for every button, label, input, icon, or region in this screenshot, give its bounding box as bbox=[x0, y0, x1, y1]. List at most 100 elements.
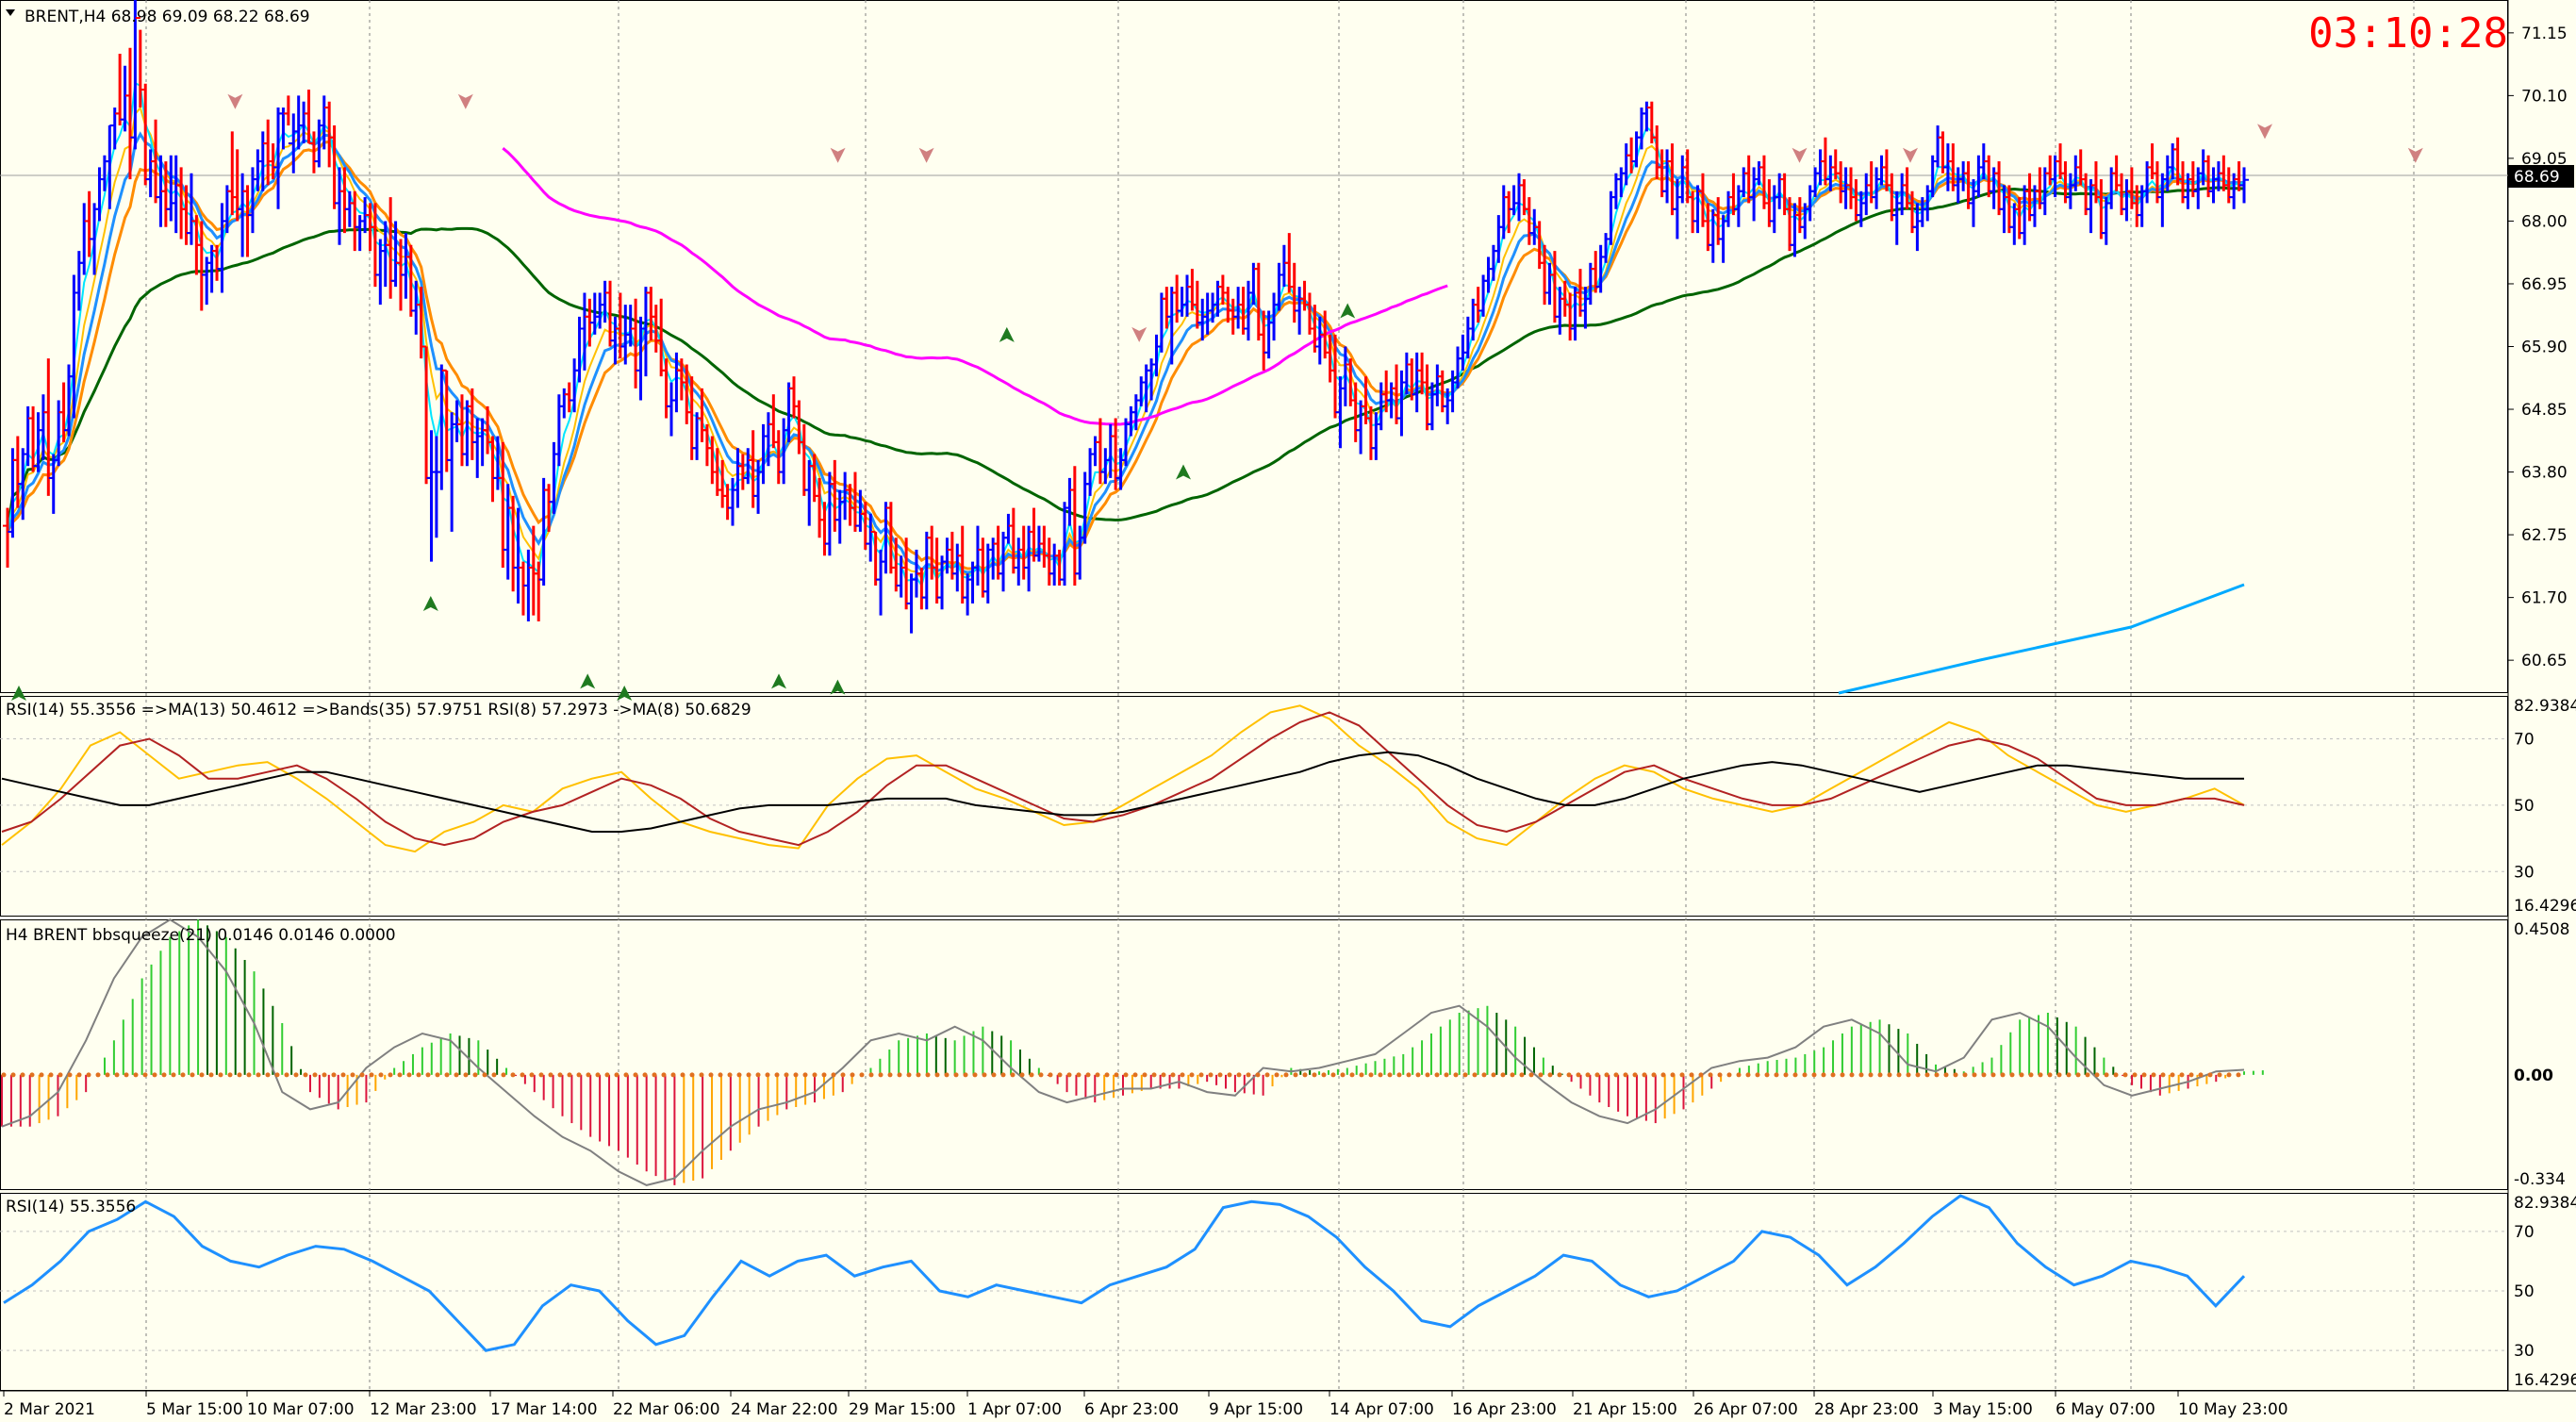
rsi-label: RSI(14) 55.3556 bbox=[6, 1198, 136, 1216]
squeeze-dot bbox=[1010, 1072, 1016, 1078]
squeeze-dot bbox=[765, 1072, 770, 1078]
time-tick-label: 3 May 15:00 bbox=[1933, 1400, 2033, 1419]
squeeze-dot bbox=[2104, 1072, 2109, 1078]
squeeze-dot bbox=[397, 1072, 403, 1078]
squeeze-dot bbox=[529, 1072, 535, 1078]
squeeze-dot bbox=[1283, 1072, 1289, 1078]
squeeze-dot bbox=[1302, 1072, 1308, 1078]
squeeze-dot bbox=[1858, 1072, 1864, 1078]
squeeze-dot bbox=[2066, 1072, 2072, 1078]
time-axis: 2 Mar 2021 5 Mar 15:00 10 Mar 07:00 12 Mar … bbox=[3, 1391, 2288, 1419]
squeeze-dot bbox=[1312, 1072, 1317, 1078]
squeeze-dot bbox=[86, 1072, 91, 1078]
squeeze-dot bbox=[350, 1072, 355, 1078]
squeeze-dot bbox=[1387, 1072, 1393, 1078]
squeeze-dot bbox=[586, 1072, 591, 1078]
time-tick-label: 22 Mar 06:00 bbox=[613, 1400, 720, 1419]
squeeze-dot bbox=[1698, 1072, 1704, 1078]
squeeze-dot bbox=[1406, 1072, 1412, 1078]
squeeze-dot bbox=[1915, 1072, 1921, 1078]
squeeze-dot bbox=[1953, 1072, 1958, 1078]
rsi-tick-label: 16.4296 bbox=[2514, 1371, 2576, 1390]
squeeze-dot bbox=[1293, 1072, 1298, 1078]
squeeze-dot bbox=[1123, 1072, 1129, 1078]
up-arrow-icon bbox=[771, 673, 786, 689]
squeeze-dot bbox=[802, 1072, 808, 1078]
price-tick-label: 63.80 bbox=[2521, 464, 2568, 483]
squeeze-dot bbox=[1887, 1072, 1892, 1078]
squeeze-dot bbox=[1038, 1072, 1044, 1078]
rsi-multi-tick-label: 82.9384 bbox=[2514, 697, 2576, 716]
rsi-tick-label: 70 bbox=[2514, 1223, 2535, 1242]
price-bars bbox=[3, 0, 2249, 634]
down-arrow-icon bbox=[918, 147, 934, 163]
vertical-grid bbox=[145, 0, 2415, 1391]
squeeze-dot bbox=[1368, 1072, 1374, 1078]
squeeze-dot bbox=[1821, 1072, 1826, 1078]
squeeze-dot bbox=[491, 1072, 497, 1078]
time-tick-label: 12 Mar 23:00 bbox=[370, 1400, 477, 1419]
squeeze-dot bbox=[208, 1072, 214, 1078]
squeeze-dot bbox=[190, 1072, 195, 1078]
squeeze-dot bbox=[755, 1072, 761, 1078]
time-tick-label: 1 Apr 07:00 bbox=[967, 1400, 1062, 1419]
panel-frames bbox=[0, 0, 2576, 1392]
squeeze-dot bbox=[2085, 1072, 2090, 1078]
up-arrow-icon bbox=[830, 679, 846, 695]
squeeze-dot bbox=[1217, 1072, 1223, 1078]
rsi-multi-panel bbox=[0, 704, 2508, 872]
time-tick-label: 10 Mar 07:00 bbox=[247, 1400, 355, 1419]
squeeze-dot bbox=[821, 1072, 827, 1078]
squeeze-dot bbox=[1019, 1072, 1025, 1078]
squeeze-dot bbox=[218, 1072, 223, 1078]
squeeze-dot bbox=[944, 1072, 949, 1078]
squeeze-dot bbox=[10, 1072, 16, 1078]
squeeze-dot bbox=[1198, 1072, 1204, 1078]
squeeze-dot bbox=[1538, 1072, 1544, 1078]
squeeze-dot bbox=[2009, 1072, 2015, 1078]
squeeze-dot bbox=[1491, 1072, 1496, 1078]
rsi-multi-tick-label: 16.4296 bbox=[2514, 897, 2576, 916]
rsi-multi-tick-label: 70 bbox=[2514, 731, 2535, 750]
down-arrow-icon bbox=[457, 93, 473, 109]
squeeze-dot bbox=[1906, 1072, 1911, 1078]
squeeze-dot bbox=[293, 1072, 299, 1078]
squeeze-dot bbox=[482, 1072, 487, 1078]
squeeze-dot bbox=[1180, 1072, 1185, 1078]
squeeze-dot bbox=[1528, 1072, 1534, 1078]
triangle-down-icon[interactable] bbox=[6, 9, 15, 16]
squeeze-dot bbox=[265, 1072, 271, 1078]
squeeze-dot bbox=[567, 1072, 572, 1078]
squeeze-dot bbox=[718, 1072, 723, 1078]
time-tick-label: 10 May 23:00 bbox=[2178, 1400, 2288, 1419]
squeeze-dot bbox=[2075, 1072, 2081, 1078]
squeeze-dot bbox=[95, 1072, 101, 1078]
squeeze-dot bbox=[1717, 1072, 1723, 1078]
down-arrow-icon bbox=[2257, 124, 2272, 140]
price-tick-label: 62.75 bbox=[2521, 526, 2568, 545]
squeeze-dot bbox=[878, 1072, 883, 1078]
squeeze-dot bbox=[934, 1072, 940, 1078]
squeeze-dot bbox=[2198, 1072, 2204, 1078]
squeeze-dot bbox=[1924, 1072, 1930, 1078]
symbol-header[interactable]: BRENT,H4 68.98 69.09 68.22 68.69 bbox=[6, 8, 310, 26]
squeeze-dot bbox=[2170, 1072, 2175, 1078]
squeeze-dot bbox=[454, 1072, 459, 1078]
up-arrow-icon bbox=[999, 326, 1015, 342]
squeeze-dot bbox=[1981, 1072, 1987, 1078]
squeeze-dot bbox=[614, 1072, 619, 1078]
squeeze-dot bbox=[1472, 1072, 1478, 1078]
squeeze-dot bbox=[388, 1072, 393, 1078]
squeeze-dot bbox=[2038, 1072, 2043, 1078]
squeeze-dot bbox=[689, 1072, 695, 1078]
bbsqueeze-tick-label: 0.00 bbox=[2514, 1066, 2553, 1085]
squeeze-dot bbox=[322, 1072, 327, 1078]
squeeze-dot bbox=[1726, 1072, 1732, 1078]
squeeze-dot bbox=[1321, 1072, 1327, 1078]
squeeze-dot bbox=[161, 1072, 167, 1078]
up-arrow-icon bbox=[1340, 303, 1356, 319]
fractal-arrows bbox=[11, 93, 2423, 701]
squeeze-dot bbox=[1632, 1072, 1638, 1078]
squeeze-dot bbox=[1161, 1072, 1166, 1078]
